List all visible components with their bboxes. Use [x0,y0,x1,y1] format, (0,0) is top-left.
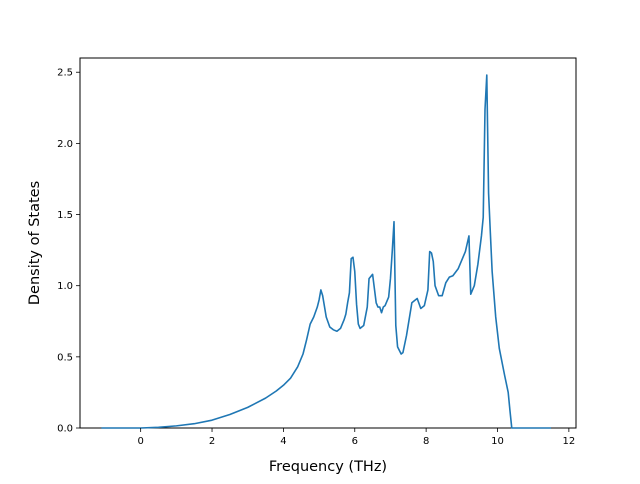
x-tick-label: 6 [352,436,358,447]
y-axis-label: Density of States [27,181,43,305]
x-tick-label: 8 [423,436,429,447]
dos-series-line [101,74,552,429]
x-tick-label: 0 [137,436,143,447]
x-tick-label: 12 [562,436,575,447]
y-tick-label: 2.0 [57,139,73,150]
plot-area: 0 2 4 6 8 10 12 0.0 0.5 1.0 1.5 2.0 2.5 [57,57,577,447]
x-tick-label: 2 [209,436,215,447]
y-tick-label: 2.5 [57,68,73,79]
y-tick-label: 0.5 [57,352,73,363]
x-tick-label: 4 [280,436,286,447]
y-tick-label: 0.0 [57,424,73,435]
x-tick-label: 10 [491,436,504,447]
y-tick-label: 1.5 [57,210,73,221]
y-axis-ticks: 0.0 0.5 1.0 1.5 2.0 2.5 [57,68,80,435]
x-axis-label: Frequency (THz) [269,459,387,475]
y-tick-label: 1.0 [57,281,73,292]
axes-frame [79,57,577,429]
x-axis-ticks: 0 2 4 6 8 10 12 [137,428,575,447]
